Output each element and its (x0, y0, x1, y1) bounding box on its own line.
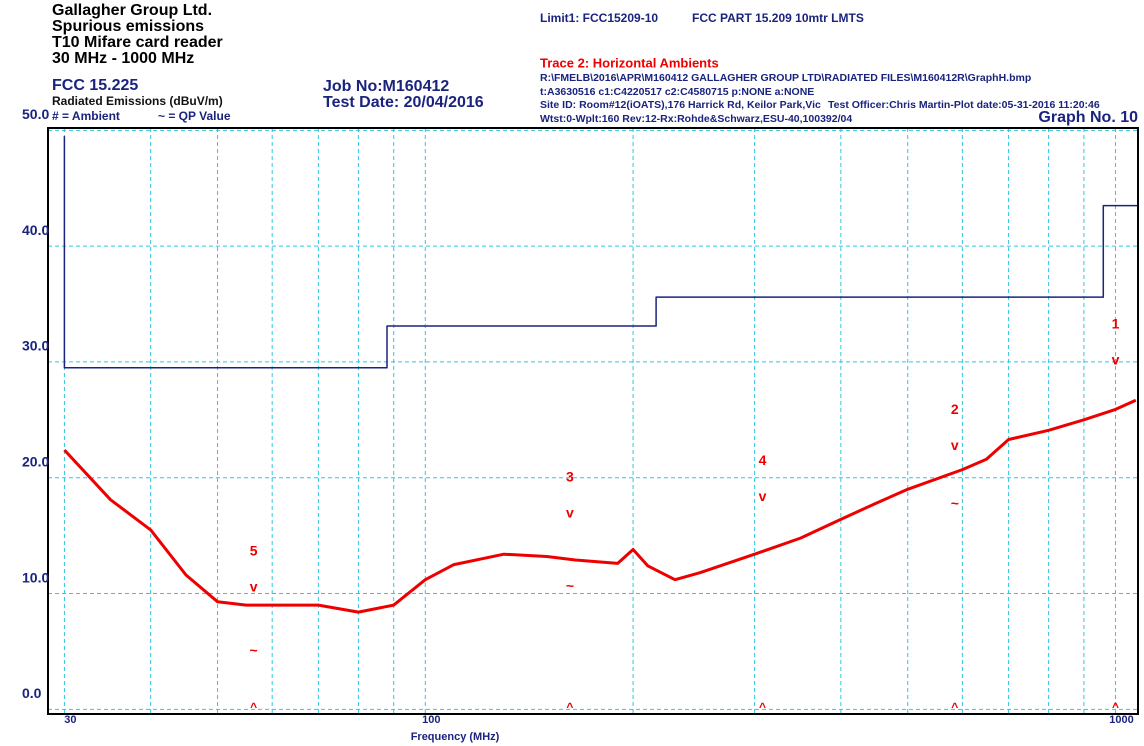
ambient-key: # = Ambient (52, 109, 120, 123)
range: 30 MHz - 1000 MHz (52, 50, 194, 67)
plot-frame (47, 127, 1139, 715)
marker-number: 2 (951, 401, 959, 417)
foot-symbol: ^ (1112, 700, 1119, 714)
trace-line (63, 398, 1137, 614)
qp-symbol: ~ (250, 642, 258, 658)
marker-number: 3 (566, 468, 574, 484)
peak-symbol: v (250, 578, 258, 594)
x-tick-label: 30 (64, 714, 76, 726)
graph-number: Graph No. 10 (1038, 109, 1138, 126)
y-tick-label: 0.0 (22, 685, 42, 701)
marker-number: 5 (250, 542, 258, 558)
foot-symbol: ^ (566, 700, 573, 714)
peak-symbol: v (759, 488, 767, 504)
foot-symbol: ^ (759, 700, 766, 714)
y-tick-label: 50.0 (22, 106, 49, 122)
foot-symbol: ^ (250, 700, 257, 714)
limit-name: Limit1: FCC15209-10 (540, 11, 658, 25)
officer: Test Officer:Chris Martin-Plot date:05-3… (828, 99, 1100, 111)
product: T10 Mifare card reader (52, 34, 223, 51)
y-tick-label: 40.0 (22, 222, 49, 238)
qp-symbol: ~ (951, 495, 959, 511)
site: Site ID: Room#12(iOATS),176 Harrick Rd, … (540, 99, 821, 111)
setup: Wtst:0-Wplt:160 Rev:12-Rx:Rohde&Schwarz,… (540, 113, 852, 125)
y-tick-label: 30.0 (22, 338, 49, 354)
peak-symbol: v (1112, 351, 1120, 367)
calibration: t:A3630516 c1:C4220517 c2:C4580715 p:NON… (540, 86, 814, 98)
x-axis-label: Frequency (MHz) (411, 731, 500, 743)
test-name: Spurious emissions (52, 18, 204, 35)
qp-symbol: ~ (566, 577, 574, 593)
company: Gallagher Group Ltd. (52, 2, 212, 19)
limit-line (63, 136, 1138, 369)
trace-name: Trace 2: Horizontal Ambients (540, 55, 719, 70)
peak-symbol: v (951, 437, 959, 453)
qp-key: ~ = QP Value (158, 109, 231, 123)
marker-number: 4 (759, 452, 767, 468)
foot-symbol: ^ (951, 700, 958, 714)
y-tick-label: 10.0 (22, 569, 49, 585)
limit-desc: FCC PART 15.209 10mtr LMTS (692, 11, 864, 25)
x-tick-label: 100 (422, 714, 440, 726)
y-axis-label: Radiated Emissions (dBuV/m) (52, 94, 223, 108)
x-tick-label: 1000 (1109, 714, 1133, 726)
file-path: R:\FMELB\2016\APR\M160412 GALLAGHER GROU… (540, 72, 1031, 84)
test-date: Test Date: 20/04/2016 (323, 94, 484, 111)
marker-number: 1 (1112, 315, 1120, 331)
standard: FCC 15.225 (52, 77, 138, 94)
peak-symbol: v (566, 504, 574, 520)
y-tick-label: 20.0 (22, 453, 49, 469)
job-number: Job No:M160412 (323, 78, 449, 95)
